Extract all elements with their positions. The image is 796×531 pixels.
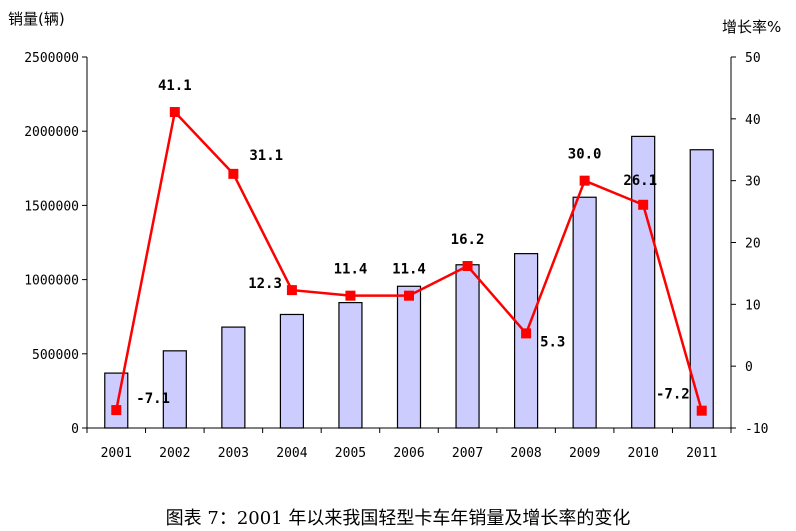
data-label: 12.3 — [248, 276, 282, 292]
data-label: 11.4 — [392, 262, 426, 278]
line-point — [638, 199, 649, 210]
bar — [104, 372, 129, 429]
line-point — [169, 107, 180, 118]
data-label: 41.1 — [158, 78, 192, 94]
x-tick-label: 2008 — [510, 446, 541, 461]
x-tick-label: 2002 — [159, 446, 190, 461]
bar — [513, 253, 539, 429]
y2-tick-label: 0 — [745, 360, 753, 375]
x-tick-label: 2011 — [686, 446, 717, 461]
y-axis-title: 销量(辆) — [8, 10, 65, 28]
data-label: 16.2 — [451, 232, 485, 248]
data-label: 26.1 — [623, 173, 657, 189]
y-tick-label: 2500000 — [24, 51, 79, 66]
bar — [221, 326, 246, 429]
line-point — [404, 290, 414, 301]
line-point — [286, 285, 297, 296]
y-tick-label: 500000 — [32, 348, 79, 363]
bar — [572, 196, 597, 429]
data-label: 31.1 — [249, 148, 283, 164]
line-point — [462, 260, 473, 271]
line-point — [579, 175, 590, 186]
x-tick-label: 2006 — [393, 446, 424, 461]
line-point — [111, 405, 122, 416]
y2-tick-label: 10 — [745, 298, 761, 313]
x-tick-label: 2004 — [276, 446, 307, 461]
y2-tick-label: 40 — [745, 113, 761, 128]
x-tick-label: 2005 — [335, 446, 366, 461]
chart-caption: 图表 7：2001 年以来我国轻型卡车年销量及增长率的变化 — [165, 508, 631, 529]
y2-axis-ticks: -10 0 10 20 30 40 50 — [731, 51, 768, 437]
x-tick-label: 2003 — [218, 446, 249, 461]
x-tick-label: 2009 — [569, 446, 600, 461]
y-tick-label: 1500000 — [24, 199, 79, 214]
bar — [279, 313, 305, 429]
bar — [338, 302, 363, 429]
x-tick-label: 2010 — [628, 446, 659, 461]
data-label: -7.1 — [136, 391, 170, 407]
bar-series — [104, 135, 714, 429]
data-label: -7.2 — [656, 387, 690, 403]
bar — [455, 264, 480, 429]
data-label: 30.0 — [568, 147, 602, 163]
chart: 销量(辆) 增长率% 0 500000 1000000 1500000 2000000 2… — [8, 10, 781, 461]
y2-axis-title: 增长率% — [722, 18, 781, 36]
y2-tick-label: 20 — [745, 237, 761, 252]
x-tick-label: 2007 — [452, 446, 483, 461]
y-axis-ticks: 0 500000 1000000 1500000 2000000 2500000 — [24, 51, 87, 437]
bar — [396, 285, 422, 429]
plot-axes — [86, 57, 732, 429]
line-point — [228, 168, 239, 179]
data-label: 11.4 — [334, 262, 368, 278]
x-axis-ticks: 2001 2002 2003 2004 2005 2006 2007 2008 2009 2010… — [86, 428, 732, 461]
growth-line-series: -7.1 41.1 31.1 12.3 11.4 11.4 16.2 5.3 30.0 26.1 -… — [111, 78, 707, 416]
line-point — [521, 328, 532, 339]
y2-tick-label: 50 — [745, 51, 761, 66]
x-tick-label: 2001 — [101, 446, 132, 461]
line-point — [345, 290, 356, 301]
y-tick-label: 0 — [71, 422, 79, 437]
bar — [162, 350, 187, 429]
data-label: 5.3 — [540, 334, 565, 350]
line-point — [696, 405, 707, 416]
y2-tick-label: 30 — [745, 175, 761, 190]
y2-tick-label: -10 — [745, 422, 768, 437]
y-tick-label: 1000000 — [24, 274, 79, 289]
y-tick-label: 2000000 — [24, 125, 79, 140]
